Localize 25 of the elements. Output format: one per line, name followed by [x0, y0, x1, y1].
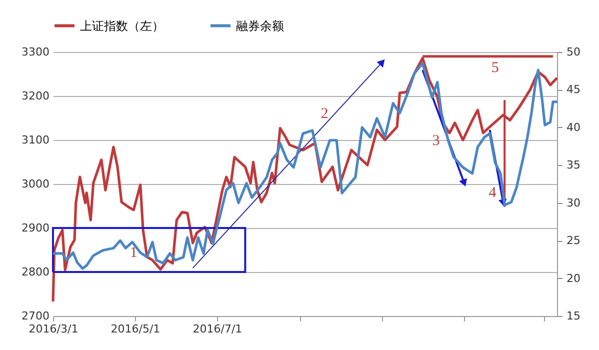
- y2-tick-label: 20: [566, 272, 580, 285]
- y2-tick-label: 30: [566, 196, 580, 210]
- y-tick-label: 2900: [22, 222, 50, 234]
- y2-tick-label: 15: [566, 310, 580, 322]
- y2-tick-label: 45: [566, 83, 580, 96]
- y-tick-label: 3300: [22, 46, 50, 58]
- y-tick-label: 2800: [22, 266, 50, 278]
- annotation: 4: [488, 184, 497, 201]
- y2-tick-label: 50: [566, 46, 580, 58]
- legend-label: 融券余额: [236, 18, 284, 33]
- annotation: 3: [432, 133, 440, 149]
- y2-tick-label: 25: [566, 234, 580, 248]
- x-tick-label: 2016/5/1: [110, 322, 160, 336]
- legend-label: 上证指数（左）: [80, 18, 164, 33]
- x-tick-label: 2016/7/1: [192, 322, 242, 336]
- y-tick-label: 3000: [22, 178, 50, 190]
- annotation: 5: [491, 60, 499, 76]
- annotation: 2: [320, 106, 328, 122]
- y2-tick-label: 40: [566, 120, 580, 134]
- y-tick-label: 3100: [22, 134, 50, 146]
- annotation: 1: [130, 245, 138, 262]
- y2-tick-label: 35: [566, 158, 580, 172]
- x-tick-label: 2016/3/1: [28, 322, 78, 336]
- y-tick-label: 3200: [22, 90, 50, 102]
- y-tick-label: 2700: [22, 310, 50, 322]
